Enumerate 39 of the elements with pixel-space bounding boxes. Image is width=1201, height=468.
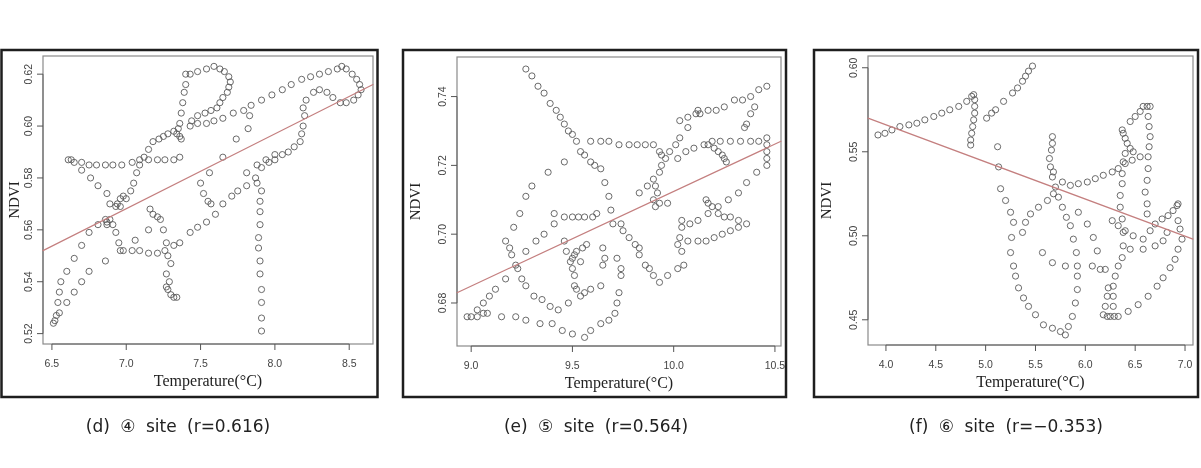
x-tick-label: 5.5 [1028, 358, 1043, 370]
y-tick-label: 0.58 [22, 167, 34, 189]
x-tick-label: 10.0 [663, 359, 685, 371]
x-tick-label: 7.0 [1177, 358, 1193, 370]
y-tick-label: 0.55 [847, 141, 859, 162]
x-tick-label: 4.5 [928, 358, 944, 370]
x-axis-title: Temperature(°C) [153, 372, 263, 390]
y-tick-label: 0.52 [22, 323, 34, 344]
x-tick-label: 5.0 [978, 358, 994, 370]
x-tick-label: 7.5 [193, 357, 209, 369]
x-tick-label: 10.5 [764, 359, 786, 371]
x-axis-title: Temperature(°C) [976, 373, 1085, 391]
y-axis-title: NDVI [5, 181, 22, 219]
y-tick-label: 0.72 [436, 155, 448, 176]
y-tick-label: 0.62 [22, 63, 34, 85]
y-tick-label: 0.56 [22, 219, 34, 241]
x-tick-label: 9.5 [565, 359, 580, 371]
x-axis-title: Temperature(°C) [564, 374, 674, 392]
x-tick-label: 6.5 [1127, 358, 1143, 370]
y-tick-label: 0.60 [22, 115, 34, 137]
x-tick-label: 9.0 [463, 359, 479, 371]
y-tick-label: 0.45 [847, 309, 859, 331]
y-tick-label: 0.74 [436, 86, 448, 107]
text: (f) ⑥ site (r=−0.353) [909, 416, 1103, 436]
y-tick-label: 0.60 [847, 57, 859, 78]
y-tick-label: 0.68 [436, 292, 448, 314]
y-tick-label: 0.70 [436, 223, 448, 245]
text: (e) ⑤ site (r=0.564) [503, 416, 689, 436]
y-tick-label: 0.50 [847, 225, 859, 246]
text: (d) ④ site (r=0.616) [85, 416, 271, 436]
x-tick-label: 6.0 [1078, 358, 1093, 370]
x-tick-label: 4.0 [878, 358, 894, 370]
x-tick-label: 8.5 [341, 357, 357, 369]
x-tick-label: 7.0 [118, 357, 134, 369]
y-axis-title: NDVI [407, 182, 423, 221]
y-tick-label: 0.54 [22, 271, 34, 292]
y-axis-title: NDVI [818, 181, 834, 220]
x-tick-label: 8.0 [267, 357, 283, 369]
x-tick-label: 6.5 [44, 357, 60, 369]
